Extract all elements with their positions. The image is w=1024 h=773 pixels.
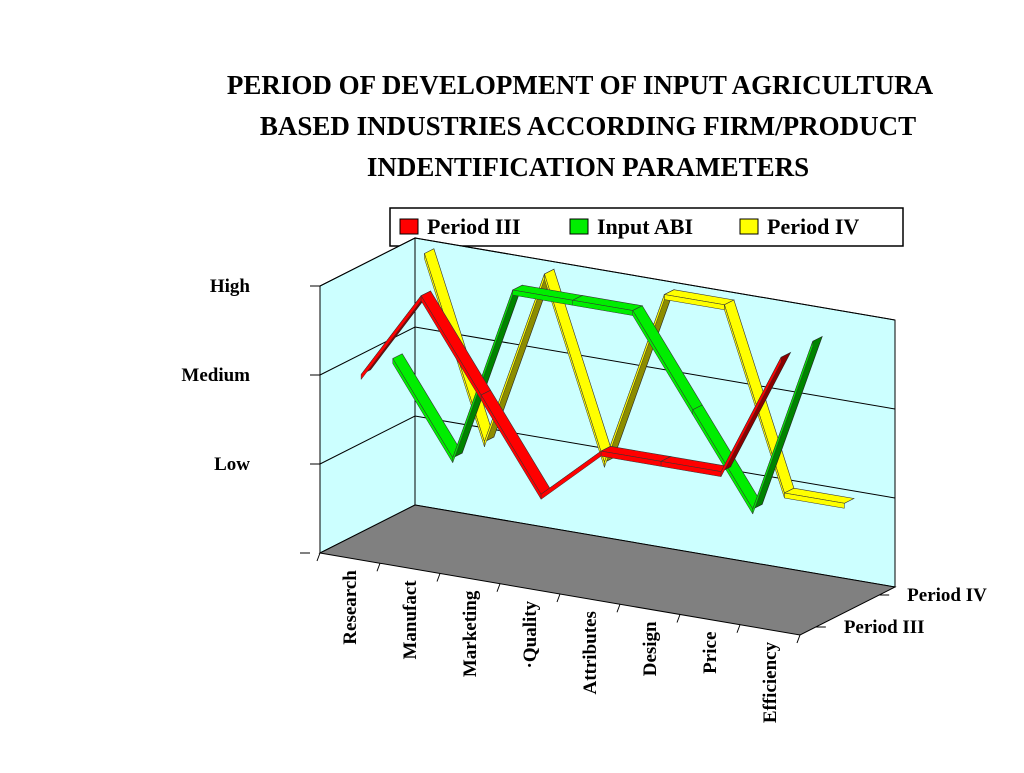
x-tick-label: Manufact [400, 580, 421, 660]
x-tick [616, 604, 621, 613]
grid-line [319, 326, 896, 410]
x-tick [796, 634, 801, 644]
x-tick [676, 614, 681, 623]
left-wall [319, 237, 416, 554]
x-tick [436, 573, 441, 582]
x-tick [316, 552, 321, 562]
legend-box [389, 207, 904, 247]
floor [318, 504, 897, 636]
grid-line [319, 237, 896, 321]
chart-title: INDENTIFICATION PARAMETERS [367, 152, 809, 182]
x-tick-label: Efficiency [760, 641, 781, 723]
legend-label: Period IV [767, 214, 859, 239]
legend-swatch [399, 218, 419, 235]
legend-label: Period III [427, 214, 521, 239]
chart-title: BASED INDUSTRIES ACCORDING FIRM/PRODUCT [260, 111, 916, 141]
x-tick-label: Design [640, 621, 661, 676]
x-tick-label: ·Quality [520, 600, 541, 668]
x-tick [376, 563, 381, 572]
y-tick-label: Low [214, 454, 250, 475]
legend-label: Input ABI [597, 214, 693, 239]
depth-label: Period IV [907, 585, 987, 606]
x-tick-label: Research [340, 570, 361, 645]
y-tick-label: Medium [181, 365, 250, 386]
ribbon-edge [720, 357, 782, 477]
x-tick-label: Marketing [460, 590, 481, 677]
depth-label: Period III [844, 617, 925, 638]
x-tick [556, 593, 561, 603]
x-tick [496, 583, 501, 592]
x-tick [736, 624, 741, 633]
x-tick-label: Attributes [580, 611, 601, 694]
ribbon-edge [784, 492, 845, 509]
legend-swatch [739, 218, 759, 235]
x-tick-label: Price [700, 632, 721, 674]
chart-title: PERIOD OF DEVELOPMENT OF INPUT AGRICULTU… [227, 70, 934, 100]
y-tick-label: High [210, 276, 251, 297]
ribbon-edge [752, 341, 813, 515]
legend-swatch [569, 218, 589, 235]
